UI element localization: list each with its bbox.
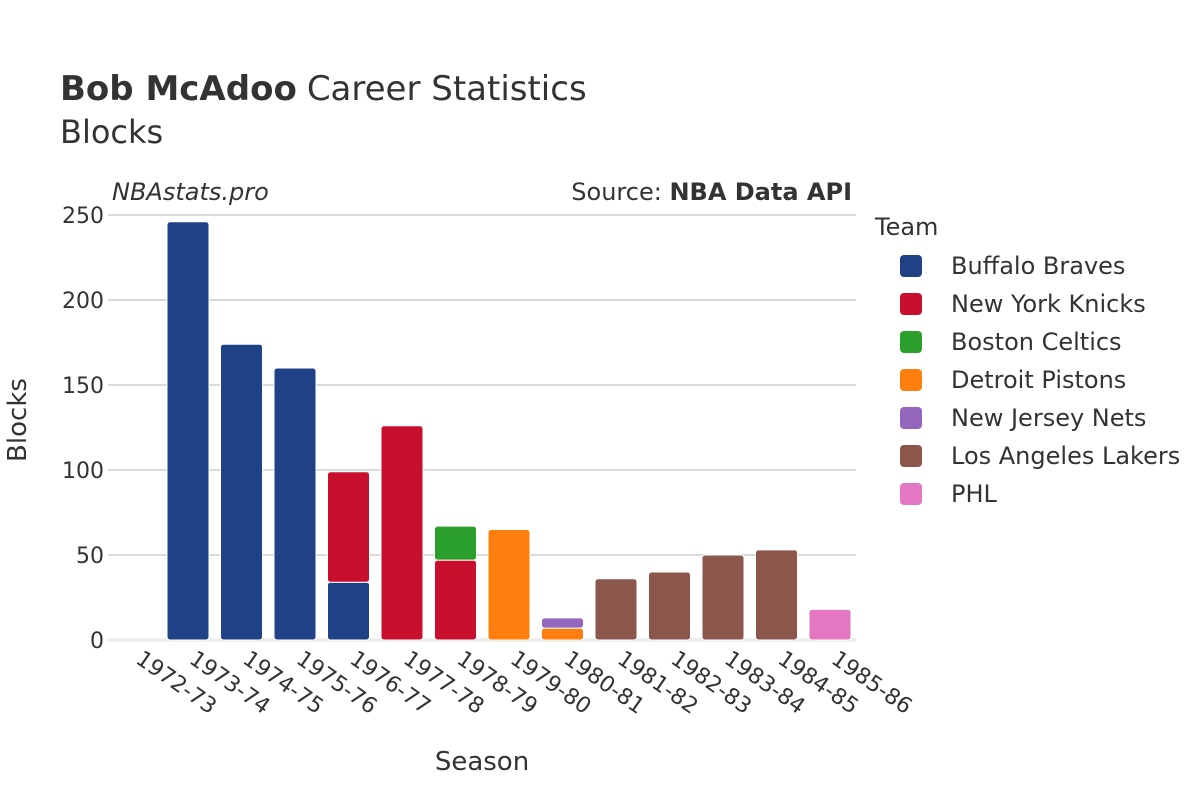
legend-label: Los Angeles Lakers bbox=[951, 442, 1180, 470]
x-tick-labels: 1972-731973-741974-751975-761976-771977-… bbox=[131, 646, 916, 719]
legend-label: Detroit Pistons bbox=[951, 366, 1126, 394]
bar-segment bbox=[648, 571, 691, 641]
source-name: NBA Data API bbox=[669, 178, 852, 206]
bar-segment bbox=[541, 617, 584, 629]
watermark: NBAstats.pro bbox=[112, 178, 269, 206]
x-axis-title: Season bbox=[435, 747, 529, 777]
source-credit: Source: NBA Data API bbox=[571, 178, 852, 206]
bar-segment bbox=[594, 578, 638, 641]
bar-segment bbox=[434, 525, 477, 561]
legend-label: New York Knicks bbox=[951, 290, 1146, 318]
bar-segment bbox=[701, 554, 745, 641]
legend-swatch bbox=[900, 369, 922, 391]
y-tick-label: 100 bbox=[62, 459, 104, 484]
legend-items: Buffalo Braves New York Knicks Boston Celt… bbox=[900, 252, 1180, 508]
chart-subtitle: Blocks bbox=[60, 113, 163, 151]
bar-segment bbox=[273, 367, 317, 641]
bar-segment bbox=[380, 425, 424, 641]
y-tick-label: 150 bbox=[62, 374, 104, 399]
bar-segment bbox=[808, 608, 852, 641]
bar-segment bbox=[220, 343, 263, 641]
legend-swatch bbox=[900, 293, 922, 315]
y-tick-label: 50 bbox=[76, 544, 104, 569]
bar-segment bbox=[755, 549, 798, 641]
bar-segment bbox=[166, 221, 210, 641]
legend-label: New Jersey Nets bbox=[951, 404, 1146, 432]
y-tick-label: 250 bbox=[62, 204, 104, 229]
y-tick-labels: 0 50 100 150 200 250 bbox=[62, 204, 104, 654]
bar-segment bbox=[434, 559, 477, 641]
chart-title-rest: Career Statistics bbox=[307, 69, 587, 109]
y-tick-label: 0 bbox=[90, 629, 104, 654]
legend-label: Boston Celtics bbox=[951, 328, 1122, 356]
legend: Team Buffalo Braves New York Knicks Boston… bbox=[874, 213, 1180, 508]
chart-title-player: Bob McAdoo bbox=[60, 69, 297, 109]
y-axis-title: Blocks bbox=[3, 378, 33, 462]
legend-label: Buffalo Braves bbox=[951, 252, 1125, 280]
legend-label: PHL bbox=[951, 480, 998, 508]
legend-swatch bbox=[900, 331, 922, 353]
legend-swatch bbox=[900, 407, 922, 429]
legend-title: Team bbox=[874, 213, 938, 241]
bar-segment bbox=[327, 471, 370, 583]
y-tick-label: 200 bbox=[62, 289, 104, 314]
bar-segment bbox=[487, 529, 531, 641]
chart-title: Bob McAdoo Career Statistics bbox=[60, 69, 587, 109]
bar-segment bbox=[327, 581, 370, 641]
bar-segment bbox=[541, 627, 584, 641]
source-prefix: Source: bbox=[571, 178, 669, 206]
legend-swatch bbox=[900, 255, 922, 277]
bars bbox=[166, 221, 852, 641]
legend-swatch bbox=[900, 483, 922, 505]
legend-swatch bbox=[900, 445, 922, 467]
